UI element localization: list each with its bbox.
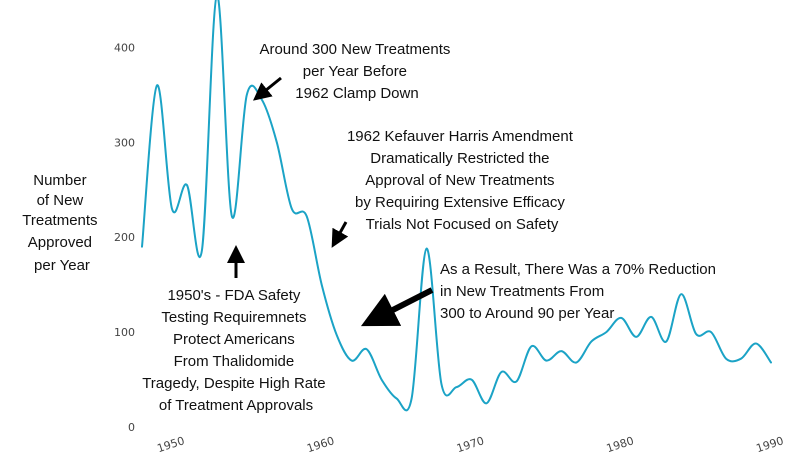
y-axis-label-line: Approved [28,234,92,251]
y-axis-label-line: Number [33,172,86,189]
x-tick-label: 1970 [455,434,486,455]
annotation-70-percent-reduction: As a Result, There Was a 70% Reduction i… [440,261,720,322]
x-tick-label: 1980 [605,434,636,455]
y-tick-label: 300 [114,136,135,149]
annotation-pre-1962: Around 300 New Treatments per Year Befor… [259,41,454,102]
y-axis-label-line: of New [37,192,84,209]
y-axis-label-line: per Year [34,257,90,274]
series-line [141,0,772,412]
annotation-kefauver-harris: 1962 Kefauver Harris Amendment Dramatica… [347,128,577,233]
y-tick-label: 200 [114,231,135,244]
arrow-70-percent-reduction [360,287,434,327]
arrow-pre-1962 [253,76,282,101]
y-tick-label: 400 [114,41,135,54]
y-axis-ticks: 0 100 200 300 400 [114,41,135,434]
y-axis-label-line: Treatments [22,212,97,229]
x-tick-label: 1990 [755,434,786,455]
arrow-kefauver-harris [331,221,349,248]
x-axis-ticks: 1950 1960 1970 1980 1990 [156,434,786,455]
x-tick-label: 1960 [305,434,336,455]
x-tick-label: 1950 [156,434,187,455]
y-tick-label: 0 [128,421,135,434]
annotation-1950s-fda-safety: 1950's - FDA Safety Testing Requiremnets… [142,287,330,414]
y-tick-label: 100 [114,326,135,339]
y-axis-label: Number of New Treatments Approved per Ye… [22,172,101,274]
